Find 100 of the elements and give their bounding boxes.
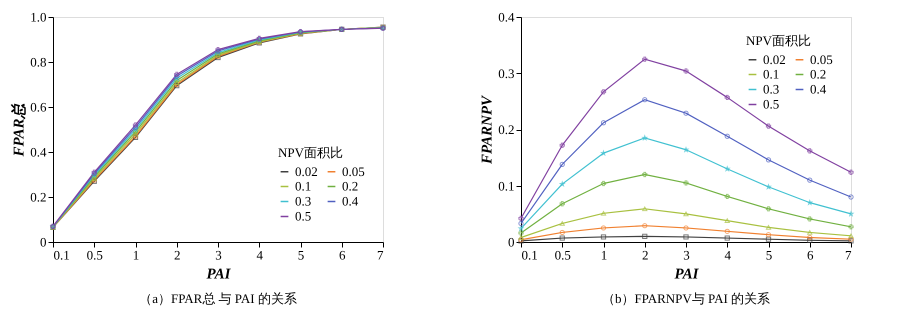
point bbox=[132, 132, 138, 136]
legend-label: 0.4 bbox=[810, 82, 827, 96]
point bbox=[642, 206, 648, 212]
x-tick-label: 6 bbox=[339, 248, 346, 262]
point bbox=[683, 212, 689, 216]
y-tick-label: 0.4 bbox=[498, 10, 515, 24]
point bbox=[560, 235, 565, 241]
point bbox=[642, 97, 648, 102]
point bbox=[683, 180, 689, 186]
point bbox=[518, 216, 524, 221]
point bbox=[560, 201, 565, 206]
point bbox=[683, 110, 689, 116]
legend-label: 0.2 bbox=[810, 66, 826, 82]
point bbox=[766, 232, 772, 238]
point bbox=[518, 230, 524, 236]
point bbox=[132, 124, 138, 130]
x-tick-label: 0.5 bbox=[86, 248, 103, 262]
point bbox=[848, 224, 854, 230]
point bbox=[560, 162, 565, 167]
point bbox=[848, 211, 854, 216]
x-tick-label: 5 bbox=[298, 248, 304, 262]
y-tick-label: 0 bbox=[40, 234, 46, 250]
point bbox=[560, 230, 565, 236]
x-tick-label: 0.1 bbox=[522, 248, 538, 262]
point bbox=[807, 148, 812, 154]
legend-label: 0.4 bbox=[342, 194, 359, 208]
point bbox=[132, 122, 138, 128]
point bbox=[600, 120, 606, 126]
y-tick-label: 0 bbox=[508, 234, 514, 250]
point bbox=[683, 234, 689, 240]
x-tick-label: 2 bbox=[174, 248, 180, 262]
point bbox=[807, 178, 812, 183]
y-tick-label: 1.0 bbox=[30, 10, 46, 24]
point bbox=[848, 170, 854, 175]
point bbox=[600, 180, 606, 186]
point bbox=[518, 235, 524, 240]
y-tick-label: 0.6 bbox=[30, 100, 47, 114]
point bbox=[683, 225, 689, 231]
x-tick-label: 3 bbox=[215, 248, 222, 262]
legend-title: NPV面积比 bbox=[278, 145, 344, 160]
y-tick-label: 0.2 bbox=[498, 122, 514, 137]
x-tick-label: 2 bbox=[642, 248, 648, 262]
y-axis-title: FPARNPV bbox=[479, 94, 496, 166]
legend-label: 0.02 bbox=[295, 164, 318, 179]
point bbox=[766, 225, 772, 230]
point bbox=[807, 234, 812, 240]
point bbox=[600, 89, 606, 94]
y-tick-label: 0.4 bbox=[30, 144, 47, 160]
y-tick-label: 0.1 bbox=[498, 178, 514, 194]
point bbox=[560, 142, 565, 148]
point bbox=[642, 56, 648, 62]
point bbox=[724, 235, 730, 241]
legend-label: 0.5 bbox=[295, 208, 312, 224]
point bbox=[600, 225, 606, 231]
legend-label: 0.05 bbox=[342, 164, 365, 179]
x-tick-label: 1 bbox=[600, 248, 608, 262]
point bbox=[518, 226, 524, 231]
legend-label: 0.3 bbox=[295, 194, 312, 208]
legend-label: 0.2 bbox=[342, 178, 358, 194]
x-tick-label: 1 bbox=[132, 248, 140, 262]
legend-label: 0.1 bbox=[763, 66, 780, 82]
point bbox=[807, 230, 812, 235]
y-tick-label: 0.3 bbox=[498, 66, 514, 81]
x-axis-title: PAI bbox=[206, 266, 232, 282]
legend-label: 0.3 bbox=[763, 82, 780, 96]
point bbox=[642, 172, 648, 178]
point bbox=[560, 221, 565, 226]
x-tick-label: 7 bbox=[845, 248, 852, 262]
point bbox=[724, 134, 730, 139]
legend-label: 0.5 bbox=[763, 96, 780, 112]
point bbox=[766, 206, 772, 212]
point bbox=[766, 157, 772, 162]
point bbox=[766, 236, 772, 242]
point bbox=[848, 233, 854, 238]
point bbox=[724, 194, 730, 200]
x-tick-label: 0.1 bbox=[54, 248, 70, 262]
point bbox=[807, 216, 812, 222]
x-axis-title: PAI bbox=[674, 266, 700, 282]
x-tick-label: 0.5 bbox=[554, 248, 571, 262]
text: （a）FPAR总 与 PAI 的关系 bbox=[139, 291, 297, 306]
point bbox=[600, 234, 606, 240]
point bbox=[642, 223, 648, 228]
point bbox=[600, 210, 606, 216]
point bbox=[683, 68, 689, 74]
point bbox=[724, 94, 730, 100]
text: （b）FPARNPV与 PAI 的关系 bbox=[602, 291, 770, 306]
x-tick-label: 4 bbox=[256, 248, 264, 262]
point bbox=[807, 238, 812, 243]
legend-label: 0.02 bbox=[763, 52, 786, 67]
y-axis-title: FPAR总 bbox=[10, 103, 28, 158]
point bbox=[724, 228, 730, 234]
x-tick-label: 4 bbox=[724, 248, 732, 262]
legend-label: 0.05 bbox=[810, 52, 833, 67]
legend-label: 0.1 bbox=[295, 178, 312, 194]
y-tick-label: 0.2 bbox=[30, 190, 46, 204]
x-tick-label: 3 bbox=[683, 248, 690, 262]
x-tick-label: 7 bbox=[377, 248, 384, 262]
y-tick-label: 0.8 bbox=[30, 54, 46, 70]
point bbox=[724, 218, 730, 223]
point bbox=[642, 234, 648, 239]
